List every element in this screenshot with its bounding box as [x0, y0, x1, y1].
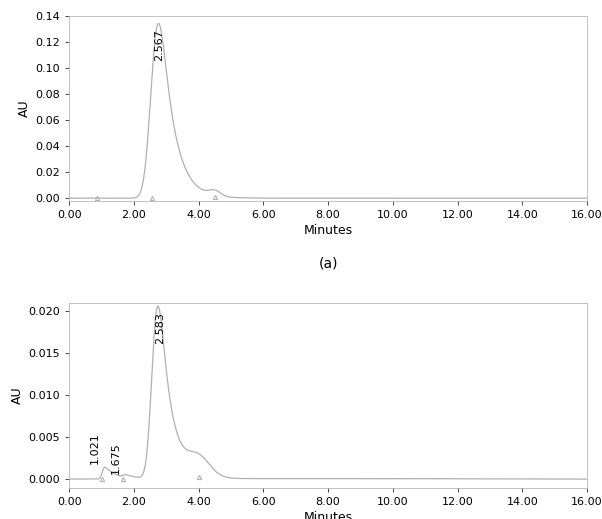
Text: 2.583: 2.583 [155, 312, 165, 344]
Y-axis label: AU: AU [18, 99, 31, 117]
X-axis label: Minutes: Minutes [303, 511, 353, 519]
Text: 2.567: 2.567 [155, 29, 164, 61]
Y-axis label: AU: AU [11, 387, 24, 404]
Text: 1.021: 1.021 [90, 432, 100, 465]
Text: 1.675: 1.675 [111, 442, 121, 473]
X-axis label: Minutes: Minutes [303, 224, 353, 237]
Text: (a): (a) [318, 256, 338, 270]
